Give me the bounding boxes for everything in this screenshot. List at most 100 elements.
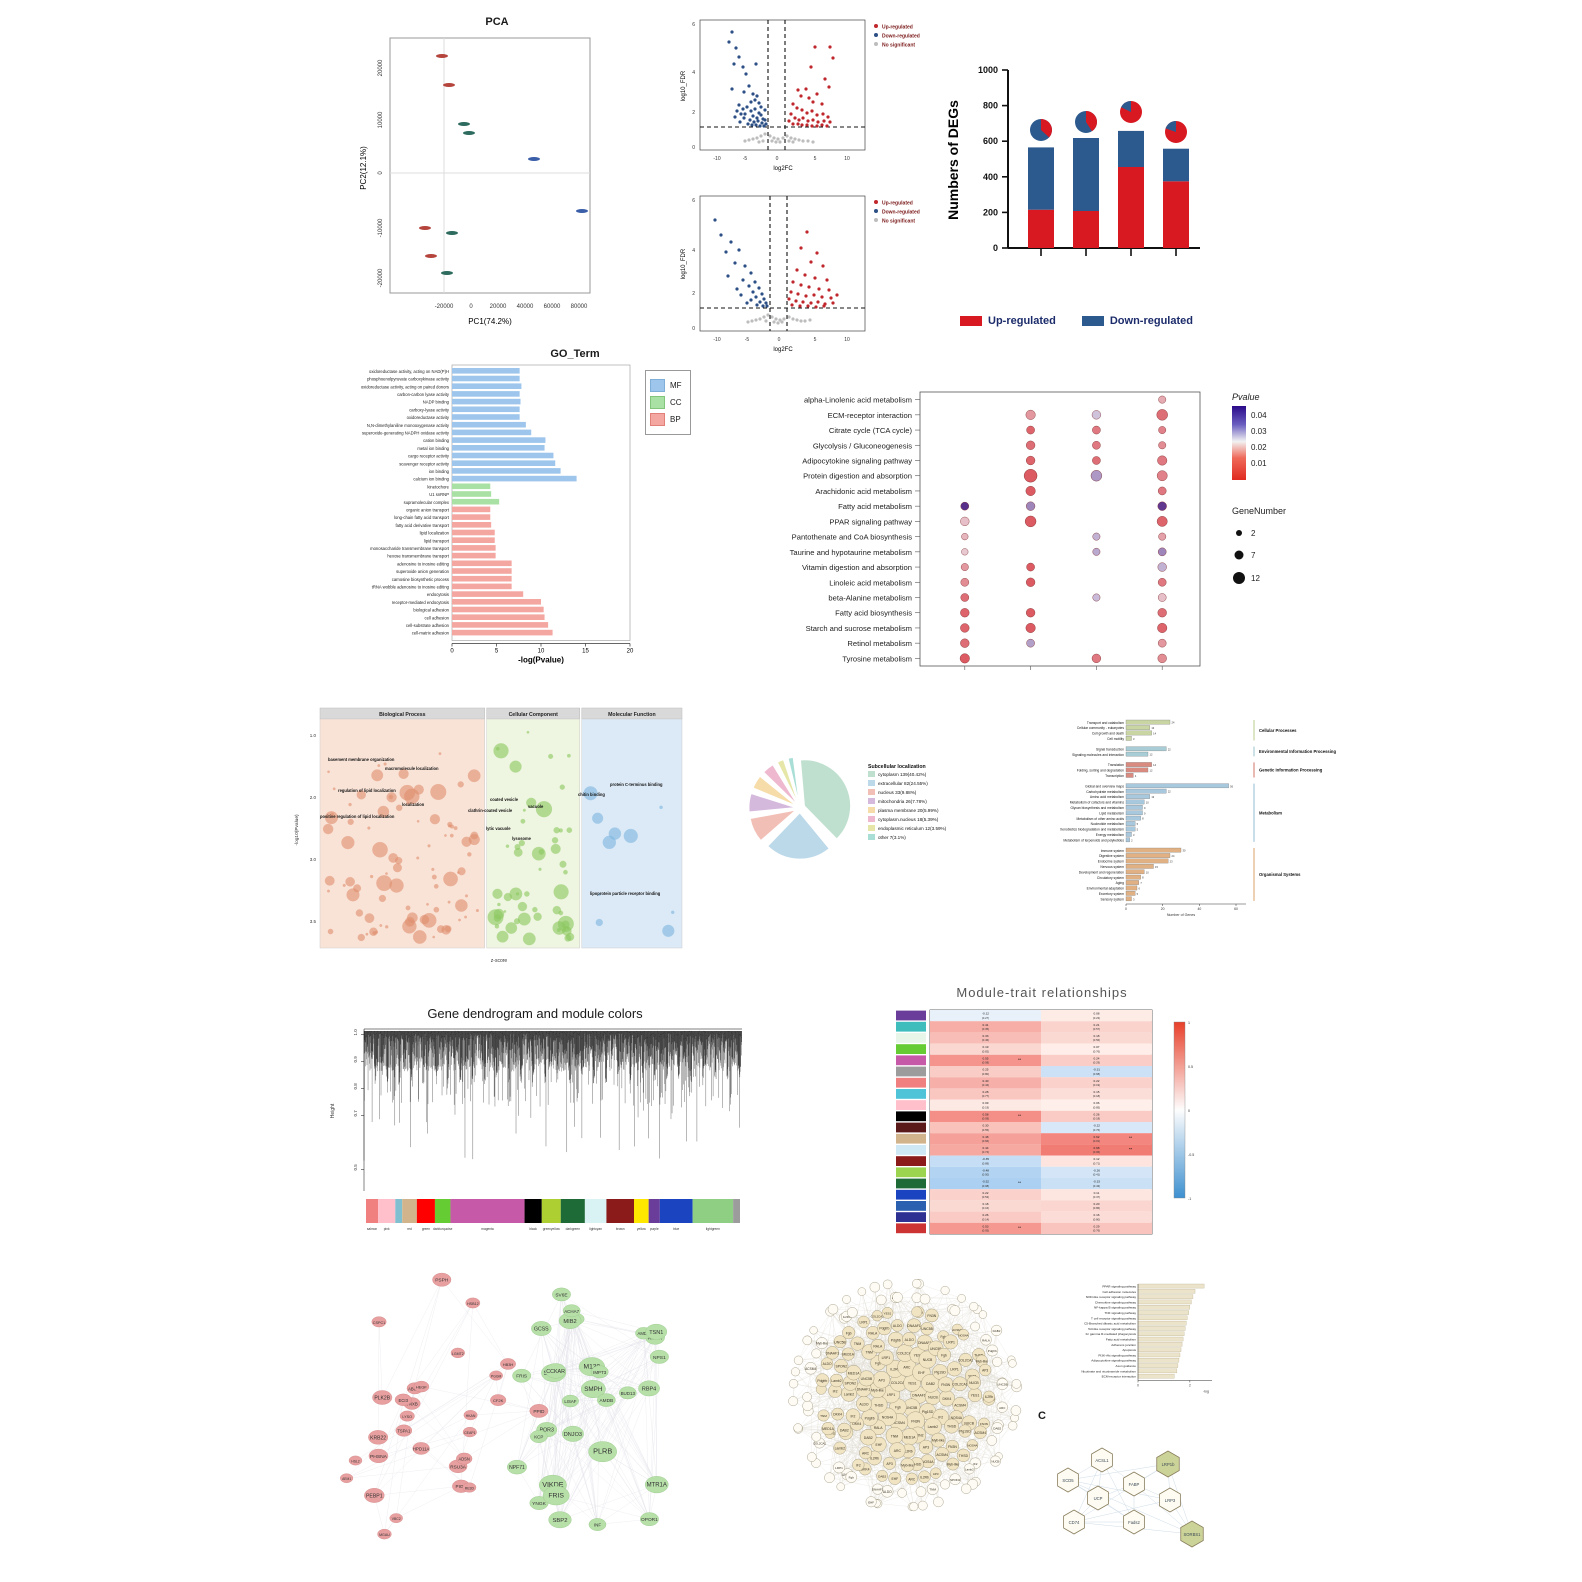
go-scatter-point [447,822,452,827]
go-bar-label: lipid localization [420,531,450,536]
module-color-swatch [896,1100,926,1110]
kegg-class-group-label: Environmental Information Processing [1259,749,1336,754]
go-scatter-point [366,933,369,936]
volcano-top-xlabel: log2FC [773,166,793,172]
go-bar-item [452,584,512,590]
circ-network-node-label: Fgb [941,1353,947,1357]
svg-text:6: 6 [692,198,695,204]
subcell-legend-title: Subcellular localization [868,764,926,770]
go-bar-item [452,430,531,436]
go-bar-label: scavenger receptor activity [399,461,450,466]
pvalue-tick: 0.04 [1251,411,1267,420]
go-scatter-point [371,769,383,781]
kegg-class-bar [1126,859,1168,863]
module-color-swatch [896,1089,926,1099]
go-bar-item [452,545,496,551]
kegg-bubble-point [961,578,969,586]
circ-network-node-label: Lamb2 [844,1392,854,1396]
svg-text:40: 40 [1197,907,1201,911]
genenumber-tick: 2 [1251,529,1256,538]
kegg-bubble-point [1158,593,1166,601]
go-scatter-point [527,731,529,733]
module-trait-panel: Module-trait relationships -0.12(0.27)0.… [872,985,1212,1250]
go-scatter-point [426,903,428,905]
svg-text:0: 0 [778,337,781,343]
go-scatter-point [504,893,512,901]
kegg-bubble-point [1092,441,1100,449]
kegg-pathway-label: Citrate cycle (TCA cycle) [829,426,913,435]
heatmap-cell-pvalue: (0.82) [982,1049,989,1053]
circ-network-node [941,1286,950,1295]
go-facet-label: Biological Process [379,712,426,718]
svg-text:0: 0 [1125,907,1127,911]
network-node-label: FRIS [516,1374,527,1380]
go-bar-label: endocytosis [427,592,449,597]
circ-network-node [791,1368,799,1376]
svg-text:2: 2 [1131,838,1133,842]
dendrogram-panel: Gene dendrogram and module colors 0.5 0.7… [320,988,750,1258]
kegg-class-label: Digestive system [1099,854,1124,858]
heatmap-cell-pvalue: (0.57) [1093,1027,1100,1031]
circ-network-node-label: NUCB [969,1381,979,1385]
go-scatter-point [327,890,330,893]
kegg-small-label: Cell adhesion molecules [1102,1290,1136,1294]
dendro-module-block [606,1199,634,1223]
circ-network-node-label: Lamb2 [831,1379,841,1383]
svg-text:24: 24 [1172,721,1175,725]
dendro-module-block [693,1199,734,1223]
volcano-bottom-legend: Up-regulated Down-regulated No significa… [874,200,920,225]
kegg-bubble-point [1159,442,1166,449]
degs-plot: 1000800 600400 2000 [930,40,1240,350]
go-scatter-ylabel: -log10(Pvalue) [294,814,300,846]
pvalue-tick: 0.01 [1251,459,1267,468]
pvalue-legend-title: Pvalue [1232,392,1260,402]
network-node-label: KCP [534,1435,543,1440]
module-color-swatch [896,1033,926,1043]
circ-network-node-label: TNM [891,1434,899,1438]
kegg-small-label: NF-kappa B signaling pathway [1094,1306,1136,1310]
dendro-module-block [660,1199,693,1223]
dendro-module-label: magenta [481,1227,494,1231]
kegg-class-label: Development and regeneration [1079,870,1124,874]
svg-text:4: 4 [1135,774,1137,778]
circ-network-node [969,1302,978,1311]
kegg-bubble-point [1026,608,1035,617]
svg-text:15: 15 [582,649,589,655]
kegg-small-label: Adherens junction [1111,1343,1136,1347]
go-bar-label: oxidoreductase activity, acting on NAD(P… [369,369,449,374]
genenumber-tick: 7 [1251,551,1256,560]
circ-network-node [898,1488,907,1497]
circ-network-node [912,1307,922,1317]
go-scatter-point [389,795,393,799]
go-scatter-point [432,936,434,938]
go-bar-label: carboxy-lyase activity [409,407,450,412]
kegg-bubble-point [1158,548,1166,556]
kegg-bubble-point [1026,623,1036,633]
go-bar-label: superoxide anion generation [396,569,450,574]
heatmap-cell-pvalue: (0.37) [1093,1195,1100,1199]
heatmap-cell-pvalue: (0.53) [982,1195,989,1199]
go-scatter-point [370,875,373,878]
dendrogram-plot: 0.50.70.80.91.0Heightsalmon pink red green d… [320,1021,750,1251]
circ-network-node-label: NUCB [923,1358,933,1362]
go-bar-label: cargo receptor activity [408,454,450,459]
kegg-class-label: Sensory system [1101,897,1125,901]
svg-text:5: 5 [1137,828,1139,832]
svg-text:9: 9 [1144,811,1146,815]
circ-network-node-label: Fgb [846,1331,852,1335]
network-node-label: CCKAR [546,1369,565,1375]
heatmap-cell-pvalue: (0.14) [982,1217,989,1221]
kegg-class-label: Glycan biosynthesis and metabolism [1070,806,1124,810]
circ-network-node [979,1311,987,1319]
circ-network-node [794,1424,803,1433]
circ-network-node-label: ALDO [893,1324,902,1328]
circ-network-node-label: Plg1SD [934,1371,946,1375]
circ-network-node-label: ARC [999,1406,1006,1410]
svg-text:4: 4 [692,70,695,76]
legend-label-up: Up-regulated [988,315,1056,327]
svg-text:0: 0 [692,145,695,151]
svg-text:-10: -10 [713,337,720,343]
go-bar-label: cell-substrate adhesion [406,623,450,628]
circ-network-node-label: IF2 [833,1390,838,1394]
circ-network-node-label: EHF [891,1477,898,1481]
